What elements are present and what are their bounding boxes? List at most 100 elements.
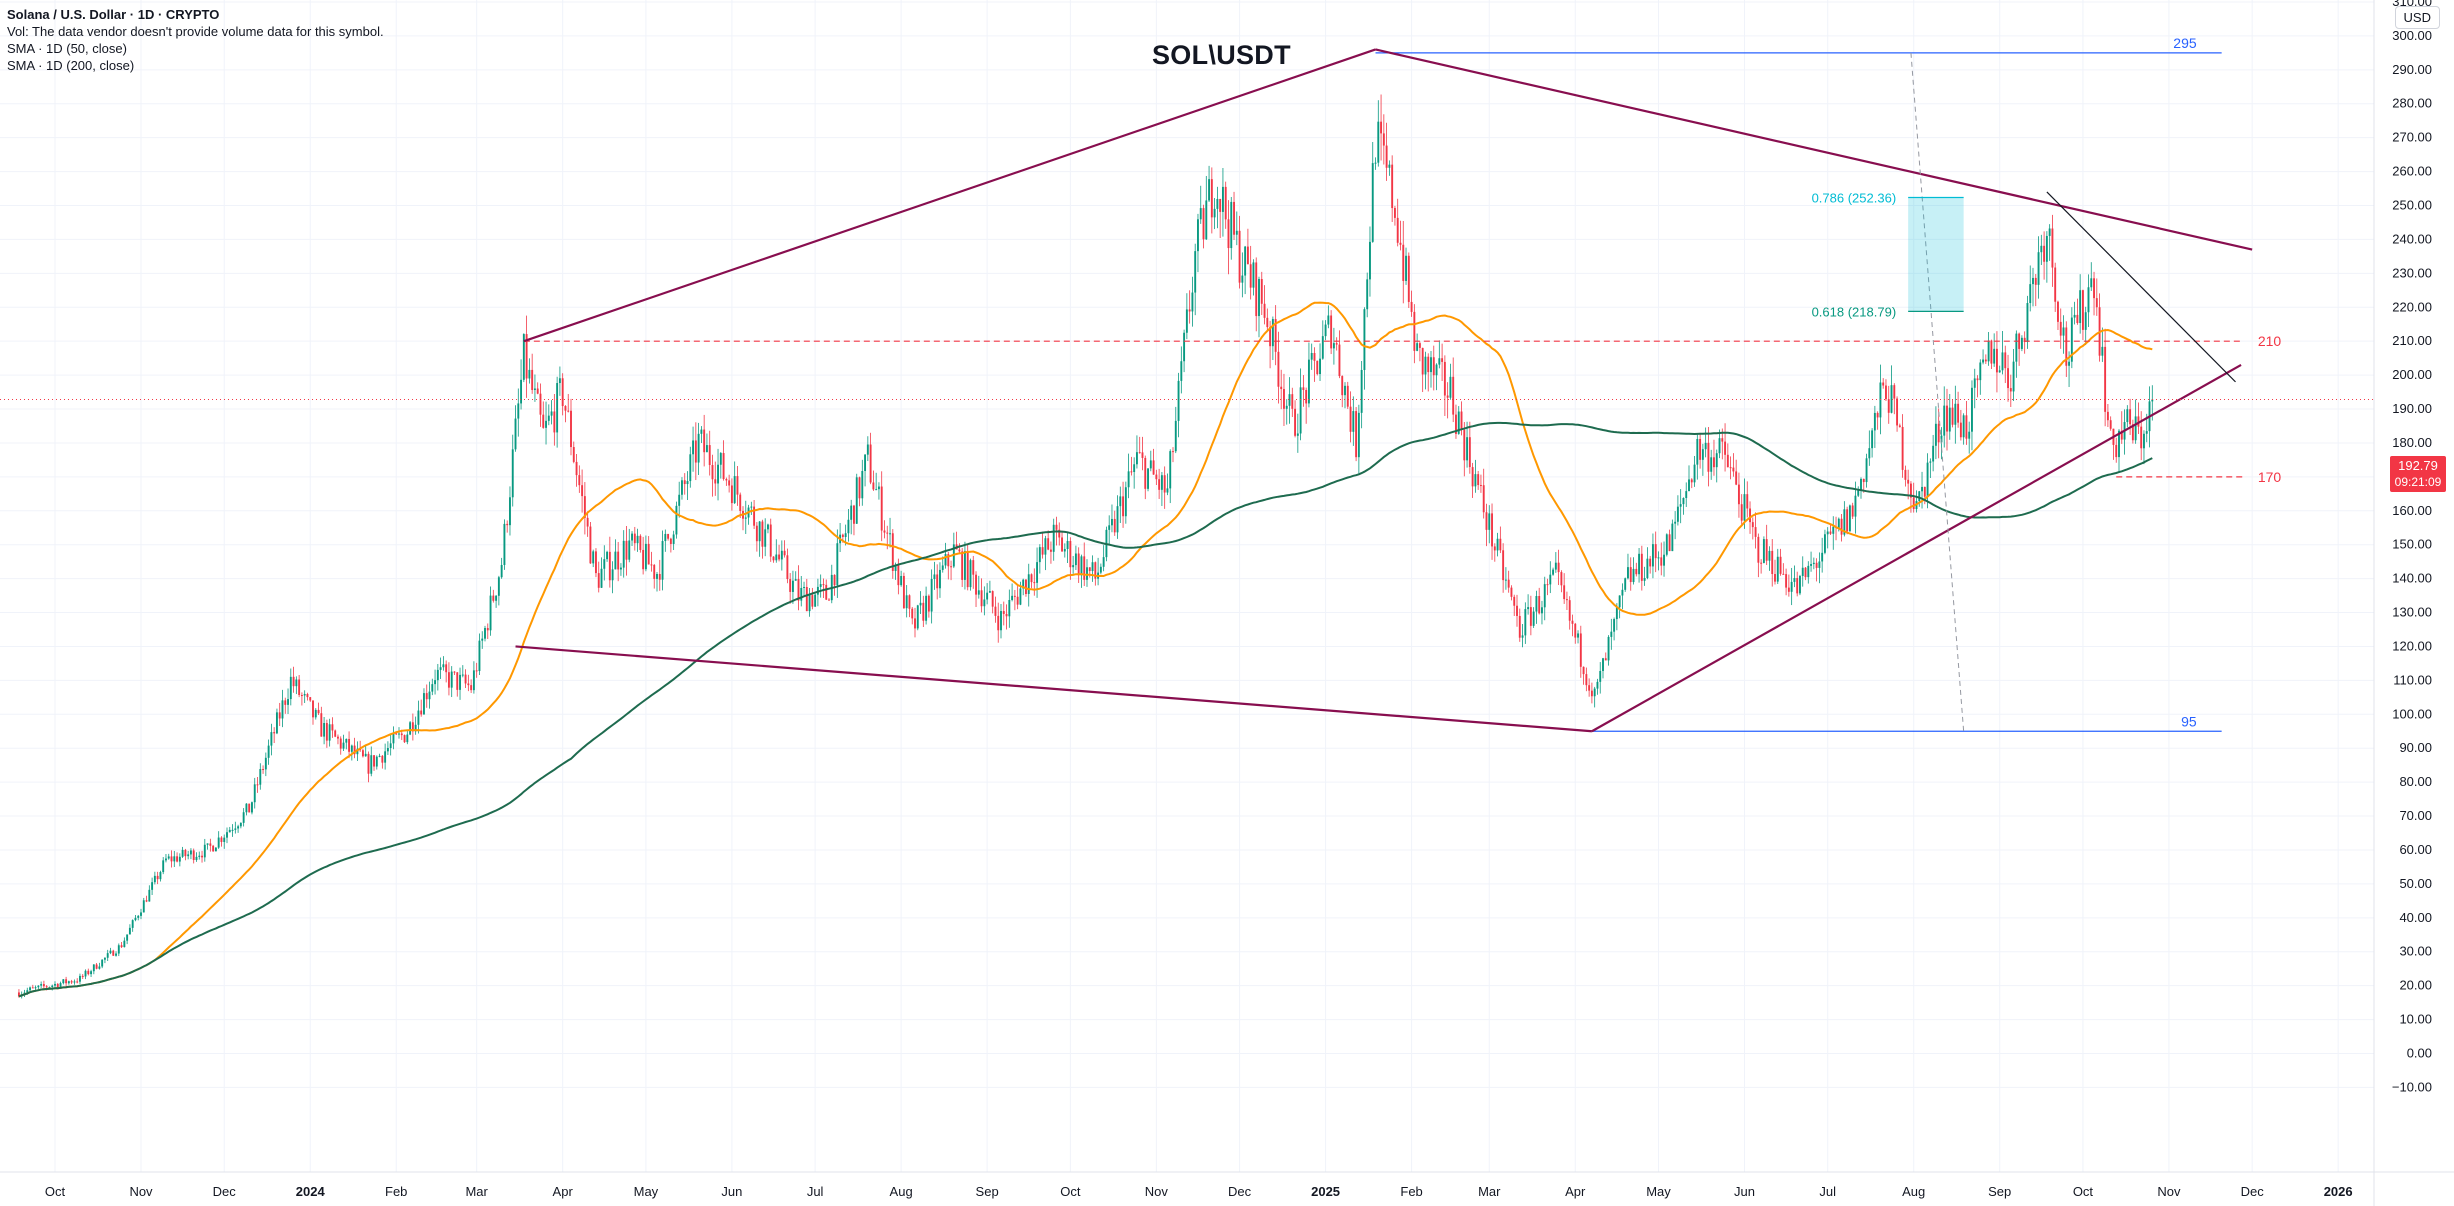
- candle-body: [661, 541, 664, 580]
- candle-body: [736, 476, 739, 495]
- candle-body: [1160, 475, 1163, 490]
- currency-button[interactable]: USD: [2394, 6, 2440, 29]
- y-tick-label: 160.00: [2392, 503, 2432, 518]
- candle-body: [1152, 460, 1155, 475]
- candle-body: [1746, 494, 1749, 509]
- candle-body: [875, 489, 878, 491]
- candle-body: [142, 900, 145, 913]
- candle-body: [1682, 498, 1685, 505]
- resistance-line: [2046, 191, 2236, 383]
- candle-body: [1984, 359, 1987, 362]
- candle-body: [869, 444, 872, 483]
- candle-body: [1815, 562, 1818, 568]
- x-tick-label: Jul: [1819, 1184, 1836, 1199]
- y-tick-label: 40.00: [2399, 910, 2432, 925]
- chart-title: SOL\USDT: [1152, 40, 1291, 70]
- candle-body: [1757, 536, 1760, 563]
- candle-body: [1208, 179, 1211, 201]
- candle-body: [1108, 525, 1111, 530]
- candle-body: [758, 521, 761, 542]
- candle-body: [1749, 508, 1751, 523]
- candle-body: [1457, 411, 1460, 434]
- candle-body: [2129, 409, 2132, 425]
- candle-body: [2140, 426, 2143, 449]
- candle-body: [1069, 540, 1072, 568]
- candle-body: [137, 915, 140, 918]
- candle-body: [2029, 284, 2032, 304]
- candle-body: [1263, 303, 1266, 318]
- candle-body: [1848, 505, 1851, 532]
- candle-body: [281, 700, 284, 719]
- candle-body: [323, 723, 326, 737]
- candle-body: [794, 579, 797, 581]
- candle-body: [886, 532, 889, 534]
- candle-body: [644, 543, 647, 570]
- candle-body: [1058, 529, 1061, 538]
- candle-body: [478, 640, 481, 672]
- candle-body: [1271, 319, 1274, 347]
- candle-body: [1826, 531, 1829, 535]
- candle-body: [1829, 531, 1832, 534]
- x-tick-label: Sep: [976, 1184, 999, 1199]
- candle-body: [1871, 430, 1874, 449]
- y-tick-label: 90.00: [2399, 740, 2432, 755]
- candle-body: [1185, 309, 1188, 333]
- candle-body: [628, 540, 631, 560]
- candle-body: [722, 453, 725, 480]
- legend-sma200[interactable]: SMA · 1D (200, close): [7, 58, 135, 73]
- candle-body: [1688, 479, 1690, 492]
- candle-body: [1693, 464, 1696, 483]
- candle-body: [156, 875, 159, 880]
- candle-body: [600, 568, 603, 588]
- candle-body: [489, 595, 492, 631]
- candle-body: [1751, 522, 1754, 528]
- candle-body: [1183, 332, 1186, 362]
- candle-body: [1674, 521, 1677, 524]
- candle-body: [350, 745, 353, 752]
- candle-body: [1532, 611, 1535, 626]
- x-tick-label: Dec: [2241, 1184, 2265, 1199]
- candle-body: [1840, 518, 1843, 535]
- y-tick-label: 190.00: [2392, 401, 2432, 416]
- candle-body: [400, 733, 403, 736]
- candle-body: [1274, 319, 1277, 352]
- candle-body: [1025, 579, 1027, 594]
- candle-body: [503, 523, 506, 565]
- candle-body: [1643, 578, 1646, 581]
- candle-body: [1710, 457, 1713, 472]
- candle-body: [1180, 361, 1183, 381]
- candle-body: [1701, 449, 1704, 460]
- candle-body: [2093, 278, 2095, 299]
- candle-body: [1427, 356, 1430, 373]
- candle-body: [92, 964, 95, 972]
- candle-body: [988, 591, 991, 593]
- candle-body: [234, 828, 237, 830]
- candle-body: [115, 953, 117, 956]
- candle-body: [1033, 582, 1036, 584]
- candle-body: [1665, 534, 1668, 555]
- candle-body: [1083, 556, 1086, 580]
- candle-body: [2079, 290, 2082, 324]
- candle-body: [2076, 314, 2079, 324]
- candle-body: [1962, 415, 1965, 438]
- candle-body: [120, 945, 123, 948]
- candle-body: [1876, 412, 1879, 418]
- y-tick-label: 130.00: [2392, 605, 2432, 620]
- candle-body: [1860, 478, 1862, 491]
- candle-body: [550, 411, 553, 416]
- legend-sma50[interactable]: SMA · 1D (50, close): [7, 41, 127, 56]
- candle-body: [1169, 451, 1172, 489]
- candle-body: [1080, 556, 1083, 576]
- candle-body: [1213, 208, 1216, 218]
- candle-body: [1782, 573, 1785, 575]
- candle-body: [542, 414, 545, 428]
- candle-body: [317, 709, 320, 714]
- candle-body: [220, 837, 223, 842]
- candle-body: [789, 579, 792, 592]
- candle-body: [1380, 121, 1383, 134]
- candle-body: [1837, 518, 1840, 528]
- candle-body: [403, 735, 406, 743]
- x-tick-label: May: [634, 1184, 659, 1199]
- candle-body: [431, 684, 434, 692]
